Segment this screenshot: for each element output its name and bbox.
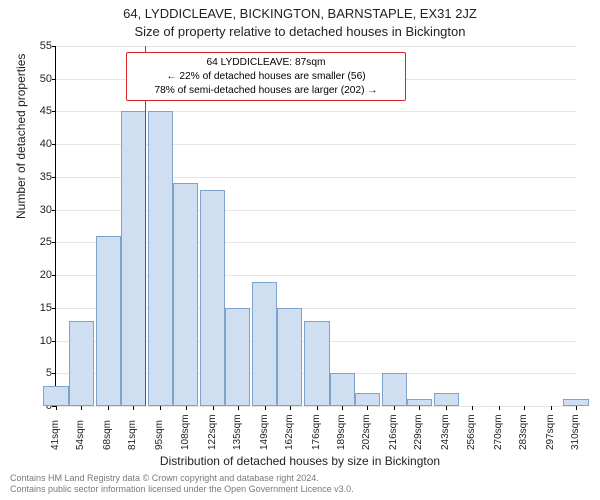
x-tick-mark xyxy=(499,406,500,410)
y-tick-label: 10 xyxy=(40,335,52,347)
y-tick-mark xyxy=(52,144,56,145)
x-tick-mark xyxy=(186,406,187,410)
x-tick-label: 54sqm xyxy=(75,420,86,450)
y-axis-label: Number of detached properties xyxy=(14,54,28,219)
annotation-line: ← 22% of detached houses are smaller (56… xyxy=(133,70,399,84)
x-tick-mark xyxy=(81,406,82,410)
x-tick-mark xyxy=(290,406,291,410)
x-tick-label: 68sqm xyxy=(102,420,113,450)
y-tick-label: 50 xyxy=(40,73,52,85)
x-tick-mark xyxy=(265,406,266,410)
y-tick-label: 55 xyxy=(40,40,52,52)
chart-container: 64, LYDDICLEAVE, BICKINGTON, BARNSTAPLE,… xyxy=(0,0,600,500)
x-axis-label: Distribution of detached houses by size … xyxy=(0,454,600,468)
y-tick-label: 35 xyxy=(40,171,52,183)
x-tick-mark xyxy=(367,406,368,410)
x-tick-mark xyxy=(419,406,420,410)
x-tick-mark xyxy=(317,406,318,410)
bar xyxy=(69,321,94,406)
x-tick-mark xyxy=(472,406,473,410)
x-tick-label: 189sqm xyxy=(336,414,347,450)
x-tick-label: 270sqm xyxy=(493,414,504,450)
annotation-line: 78% of semi-detached houses are larger (… xyxy=(133,84,399,98)
x-tick-mark xyxy=(342,406,343,410)
y-tick-label: 45 xyxy=(40,105,52,117)
y-tick-mark xyxy=(52,46,56,47)
x-tick-mark xyxy=(446,406,447,410)
bar xyxy=(43,386,68,406)
y-tick-mark xyxy=(52,341,56,342)
y-tick-mark xyxy=(52,373,56,374)
bar xyxy=(304,321,329,406)
x-tick-label: 122sqm xyxy=(207,414,218,450)
x-tick-label: 310sqm xyxy=(570,414,581,450)
bar xyxy=(96,236,121,406)
annotation-box: 64 LYDDICLEAVE: 87sqm ← 22% of detached … xyxy=(126,52,406,101)
x-tick-label: 202sqm xyxy=(361,414,372,450)
bar xyxy=(200,190,225,406)
x-tick-label: 95sqm xyxy=(154,420,165,450)
y-tick-label: 40 xyxy=(40,138,52,150)
x-tick-label: 135sqm xyxy=(232,414,243,450)
y-tick-mark xyxy=(52,308,56,309)
page-title: 64, LYDDICLEAVE, BICKINGTON, BARNSTAPLE,… xyxy=(0,6,600,21)
x-tick-mark xyxy=(551,406,552,410)
x-tick-mark xyxy=(108,406,109,410)
footer-line: Contains HM Land Registry data © Crown c… xyxy=(10,473,354,485)
footer-line: Contains public sector information licen… xyxy=(10,484,354,496)
bar xyxy=(355,393,380,406)
x-tick-label: 243sqm xyxy=(440,414,451,450)
x-tick-mark xyxy=(56,406,57,410)
x-tick-mark xyxy=(238,406,239,410)
x-tick-label: 216sqm xyxy=(388,414,399,450)
x-tick-label: 229sqm xyxy=(413,414,424,450)
x-tick-mark xyxy=(160,406,161,410)
annotation-line: 64 LYDDICLEAVE: 87sqm xyxy=(133,56,399,70)
footer-attribution: Contains HM Land Registry data © Crown c… xyxy=(10,473,354,496)
page-subtitle: Size of property relative to detached ho… xyxy=(0,24,600,39)
bar xyxy=(277,308,302,406)
y-tick-mark xyxy=(52,79,56,80)
x-tick-label: 283sqm xyxy=(518,414,529,450)
x-tick-label: 256sqm xyxy=(466,414,477,450)
y-tick-mark xyxy=(52,111,56,112)
bar xyxy=(148,111,173,406)
x-tick-mark xyxy=(213,406,214,410)
bar xyxy=(173,183,198,406)
bar xyxy=(225,308,250,406)
bar xyxy=(121,111,146,406)
y-tick-mark xyxy=(52,210,56,211)
bar xyxy=(382,373,407,406)
x-tick-label: 108sqm xyxy=(180,414,191,450)
x-tick-label: 149sqm xyxy=(259,414,270,450)
x-tick-label: 81sqm xyxy=(127,420,138,450)
bar xyxy=(252,282,277,406)
x-tick-mark xyxy=(524,406,525,410)
y-tick-mark xyxy=(52,177,56,178)
y-tick-label: 30 xyxy=(40,204,52,216)
plot-area: 64 LYDDICLEAVE: 87sqm ← 22% of detached … xyxy=(55,46,576,407)
x-tick-label: 297sqm xyxy=(545,414,556,450)
bar xyxy=(434,393,459,406)
x-tick-mark xyxy=(133,406,134,410)
y-tick-mark xyxy=(52,275,56,276)
x-tick-label: 41sqm xyxy=(50,420,61,450)
x-tick-label: 162sqm xyxy=(284,414,295,450)
y-tick-label: 20 xyxy=(40,269,52,281)
x-tick-mark xyxy=(576,406,577,410)
x-tick-label: 176sqm xyxy=(311,414,322,450)
y-tick-label: 25 xyxy=(40,236,52,248)
y-tick-mark xyxy=(52,242,56,243)
gridline xyxy=(56,46,576,47)
x-tick-mark xyxy=(394,406,395,410)
bar xyxy=(330,373,355,406)
y-tick-label: 15 xyxy=(40,302,52,314)
